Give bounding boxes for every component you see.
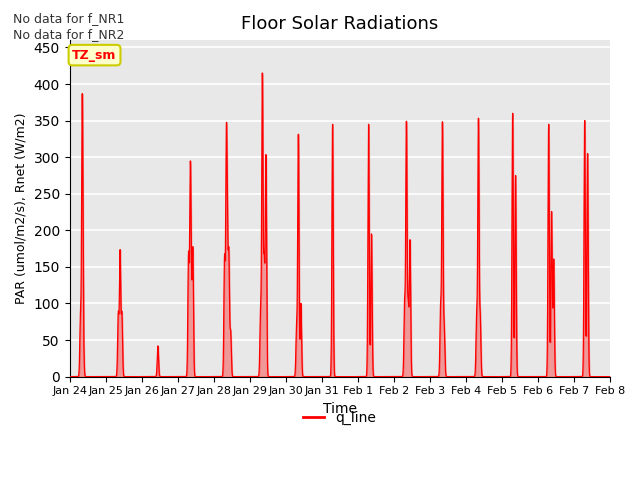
Text: No data for f_NR1: No data for f_NR1 — [13, 12, 124, 24]
Legend: q_line: q_line — [298, 405, 381, 430]
X-axis label: Time: Time — [323, 402, 356, 416]
Y-axis label: PAR (umol/m2/s), Rnet (W/m2): PAR (umol/m2/s), Rnet (W/m2) — [15, 113, 28, 304]
Text: No data for f_NR2: No data for f_NR2 — [13, 28, 124, 41]
Title: Floor Solar Radiations: Floor Solar Radiations — [241, 15, 438, 33]
Text: TZ_sm: TZ_sm — [72, 48, 116, 61]
